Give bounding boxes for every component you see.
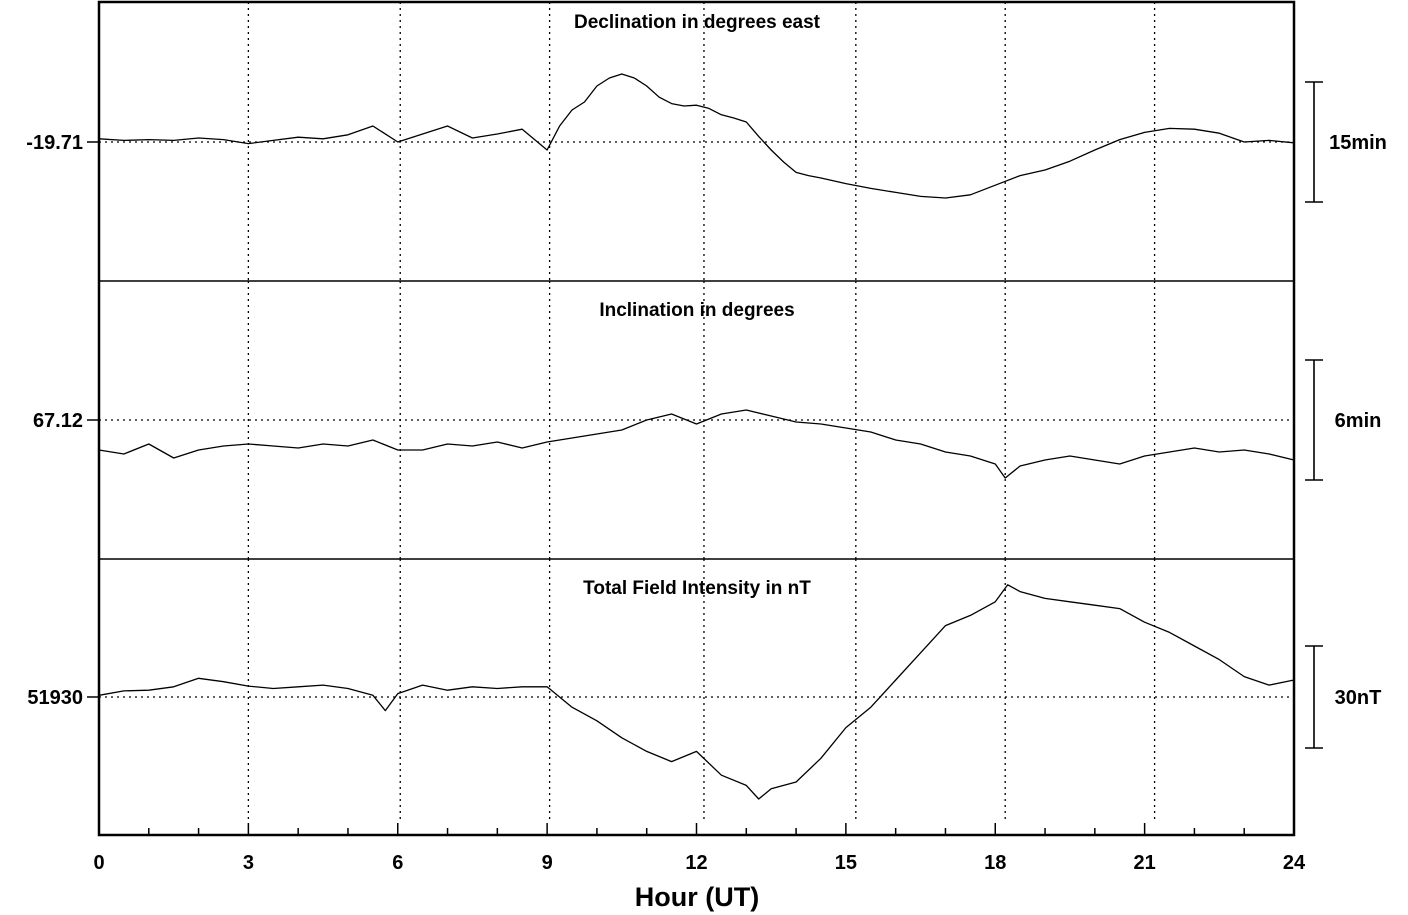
total_field-reference-label: 51930 xyxy=(27,687,83,709)
x-axis-title: Hour (UT) xyxy=(635,882,759,912)
inclination-scale-label: 6min xyxy=(1335,410,1382,432)
total_field-panel-title: Total Field Intensity in nT xyxy=(583,578,811,599)
declination-panel-title: Declination in degrees east xyxy=(574,12,821,33)
x-tick-label: 15 xyxy=(835,852,857,874)
declination-reference-label: -19.71 xyxy=(26,132,83,154)
inclination-panel-title: Inclination in degrees xyxy=(599,300,794,321)
total_field-scale-label: 30nT xyxy=(1335,687,1382,709)
x-tick-label: 12 xyxy=(685,852,707,874)
declination-series-line xyxy=(98,73,1295,199)
inclination-reference-label: 67.12 xyxy=(33,410,83,432)
x-tick-label: 3 xyxy=(243,852,254,874)
x-tick-label: 21 xyxy=(1134,852,1156,874)
x-tick-label: 18 xyxy=(984,852,1006,874)
series-layer xyxy=(98,73,1295,800)
x-tick-label: 0 xyxy=(93,852,104,874)
total_field-series-line xyxy=(98,584,1295,800)
plot-frame xyxy=(97,0,1296,837)
declination-scale-label: 15min xyxy=(1329,132,1387,154)
grid-layer xyxy=(99,2,1294,823)
x-tick-label: 24 xyxy=(1283,852,1306,874)
frame-layer xyxy=(87,0,1323,837)
x-tick-label: 9 xyxy=(542,852,553,874)
inclination-series-line xyxy=(98,409,1295,479)
x-tick-label: 6 xyxy=(392,852,403,874)
label-layer: Declination in degrees east -19.71 15min In… xyxy=(26,12,1387,912)
